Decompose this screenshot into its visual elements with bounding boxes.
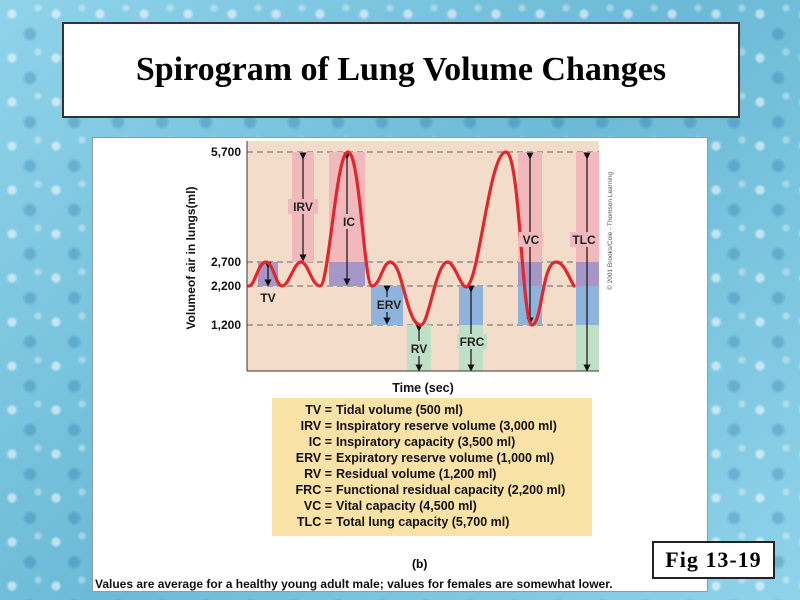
label-vc: VC [523,233,540,247]
legend-desc: Tidal volume (500 ml) [336,403,463,417]
legend-desc: Inspiratory capacity (3,500 ml) [336,435,516,449]
ytick-1200: 1,200 [211,318,241,332]
volume-curve [247,150,576,327]
legend-desc: Vital capacity (4,500 ml) [336,499,477,513]
ytick-2700: 2,700 [211,255,241,269]
ytick-2200: 2,200 [211,279,241,293]
label-tv: TV [260,291,275,305]
label-tlc: TLC [572,233,596,247]
legend-desc: Inspiratory reserve volume (3,000 ml) [336,419,557,433]
figure-number: Fig 13-19 [652,541,775,579]
legend-abbr: TLC = [296,515,332,529]
legend-row: ERV = Expiratory reserve volume (1,000 m… [272,450,592,466]
legend-desc: Expiratory reserve volume (1,000 ml) [336,451,555,465]
legend-abbr: ERV = [295,451,332,465]
label-frc: FRC [460,335,485,349]
copyright-text: © 2001 Brooks/Cole - Thomson Learning [606,171,614,290]
legend-desc: Total lung capacity (5,700 ml) [336,515,510,529]
label-irv: IRV [293,200,313,214]
legend-abbr: IRV = [300,419,332,433]
legend-row: RV = Residual volume (1,200 ml) [272,466,592,482]
legend-row: TLC = Total lung capacity (5,700 ml) [272,514,592,530]
x-axis-label: Time (sec) [392,381,454,395]
legend-row: FRC = Functional residual capacity (2,20… [272,482,592,498]
slide-title: Spirogram of Lung Volume Changes [135,51,667,88]
legend-row: IRV = Inspiratory reserve volume (3,000 … [272,418,592,434]
figure-sublabel: (b) [412,557,428,571]
ytick-5700: 5,700 [211,145,241,159]
y-tick-labels: 5,700 2,700 2,200 1,200 [211,145,241,332]
legend-abbr: TV = [305,403,332,417]
measurement-arrows [264,152,591,372]
y-axis-label: Volumeof air in lungs(ml) [184,186,198,329]
region-labels: TV IRV IC ERV RV FRC VC TLC [260,199,598,356]
footnote: Values are average for a healthy young a… [95,577,613,591]
label-ic: IC [343,215,355,229]
label-rv: RV [411,342,427,356]
label-erv: ERV [377,298,401,312]
legend-abbr: IC = [308,435,332,449]
legend-abbr: RV = [304,467,332,481]
legend-abbr: FRC = [295,483,332,497]
legend-row: TV = Tidal volume (500 ml) [272,402,592,418]
legend-abbr: VC = [303,499,332,513]
legend-box: TV = Tidal volume (500 ml) IRV = Inspira… [272,398,592,536]
legend-desc: Functional residual capacity (2,200 ml) [336,483,566,497]
title-box: Spirogram of Lung Volume Changes [62,22,740,118]
legend-row: IC = Inspiratory capacity (3,500 ml) [272,434,592,450]
legend-desc: Residual volume (1,200 ml) [336,467,497,481]
legend-row: VC = Vital capacity (4,500 ml) [272,498,592,514]
